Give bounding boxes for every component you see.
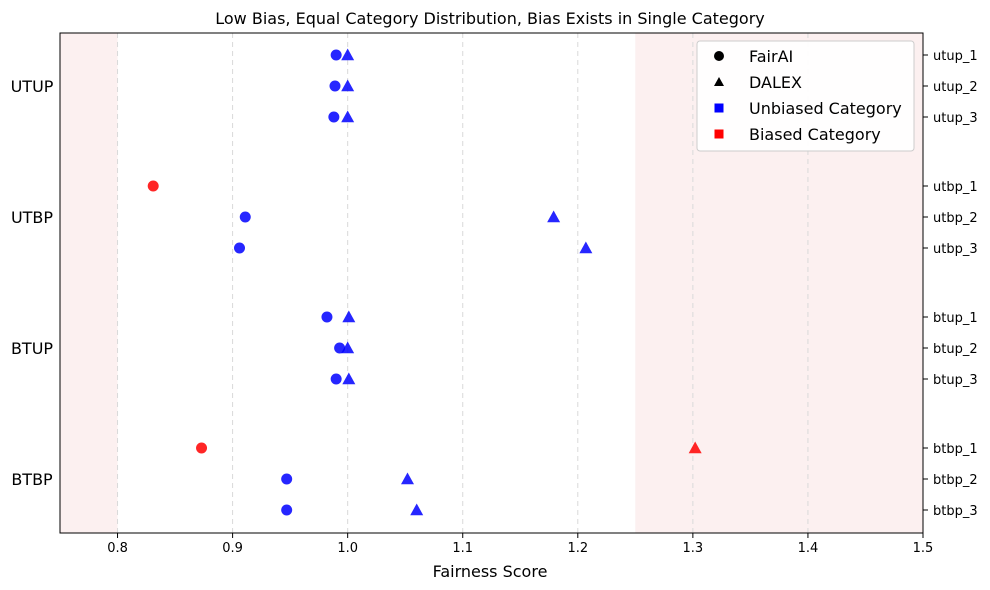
row-label-utup_3: utup_3 — [933, 111, 978, 126]
fairai-point-btup_3 — [330, 373, 342, 385]
row-label-utbp_3: utbp_3 — [933, 242, 978, 257]
x-tick-label: 0.9 — [222, 541, 243, 556]
plot-frame — [59, 32, 924, 534]
legend-circle-icon — [714, 51, 724, 61]
fairai-point-utbp_2 — [239, 211, 251, 223]
x-tick-label: 1.1 — [452, 541, 473, 556]
x-tick-label: 1.0 — [337, 541, 358, 556]
row-label-btbp_2: btbp_2 — [933, 473, 978, 488]
dalex-point-btbp_2 — [401, 472, 415, 485]
fairai-point-utbp_1 — [147, 180, 159, 192]
legend-label: Biased Category — [749, 125, 881, 144]
dalex-point-utup_1 — [341, 48, 355, 61]
y-axis-right-labels: utup_1 utup_2 utup_3 utbp_1 utbp_2 utbp_3btup… — [923, 49, 978, 519]
x-tick-label: 0.8 — [107, 541, 128, 556]
dalex-point-utup_3 — [341, 110, 355, 123]
chart-title: Low Bias, Equal Category Distribution, B… — [215, 9, 765, 28]
row-label-btbp_1: btbp_1 — [933, 442, 978, 457]
dalex-point-btup_2 — [341, 341, 355, 354]
dalex-point-utbp_3 — [579, 241, 593, 254]
x-tick-label: 1.3 — [683, 541, 704, 556]
legend-square-icon — [714, 103, 724, 113]
row-label-utbp_2: utbp_2 — [933, 211, 978, 226]
row-label-utbp_1: utbp_1 — [933, 180, 978, 195]
x-tick-label: 1.2 — [567, 541, 588, 556]
fairai-point-utbp_3 — [234, 242, 246, 254]
row-label-utup_1: utup_1 — [933, 49, 978, 64]
x-tick-label: 1.5 — [913, 541, 934, 556]
dalex-point-btup_1 — [342, 310, 356, 323]
row-label-btbp_3: btbp_3 — [933, 504, 978, 519]
data-points — [147, 48, 702, 516]
fairai-point-utup_3 — [328, 111, 340, 123]
group-label-btbp: BTBP — [11, 470, 53, 489]
fairai-point-utup_1 — [330, 49, 342, 61]
group-label-btup: BTUP — [11, 339, 53, 358]
dalex-point-utbp_2 — [547, 210, 561, 223]
dalex-point-btbp_1 — [688, 441, 702, 454]
fairai-point-btbp_2 — [281, 473, 293, 485]
shaded-region-1 — [60, 33, 118, 533]
fairai-point-btbp_3 — [281, 504, 293, 516]
row-label-btup_3: btup_3 — [933, 373, 978, 388]
legend-triangle-icon — [714, 77, 724, 86]
x-tick-label: 1.4 — [798, 541, 819, 556]
dalex-point-btup_3 — [342, 372, 356, 385]
fairai-point-btup_2 — [334, 342, 346, 354]
legend-label: DALEX — [749, 73, 802, 92]
row-label-btup_1: btup_1 — [933, 311, 978, 326]
row-label-btup_2: btup_2 — [933, 342, 978, 357]
group-label-utbp: UTBP — [11, 208, 53, 227]
y-axis-groups: UTUP UTBP BTUP BTBP — [11, 77, 54, 489]
legend-label: FairAI — [749, 47, 793, 66]
legend-square-icon — [714, 129, 724, 139]
row-label-utup_2: utup_2 — [933, 80, 978, 95]
x-axis: 0.8 0.9 1.0 1.1 1.2 1.3 1.4 1.5 — [107, 533, 933, 556]
dalex-point-utup_2 — [341, 79, 355, 92]
legend-label: Unbiased Category — [749, 99, 902, 118]
legend-box — [696, 40, 915, 152]
legend: FairAI DALEX Unbiased Category Biased Categ… — [696, 40, 915, 152]
fairai-point-btup_1 — [321, 311, 333, 323]
group-label-utup: UTUP — [11, 77, 54, 96]
dalex-point-btbp_3 — [410, 503, 424, 516]
x-axis-label: Fairness Score — [433, 562, 548, 581]
fairai-point-utup_2 — [329, 80, 341, 92]
fairai-point-btbp_1 — [196, 442, 208, 454]
